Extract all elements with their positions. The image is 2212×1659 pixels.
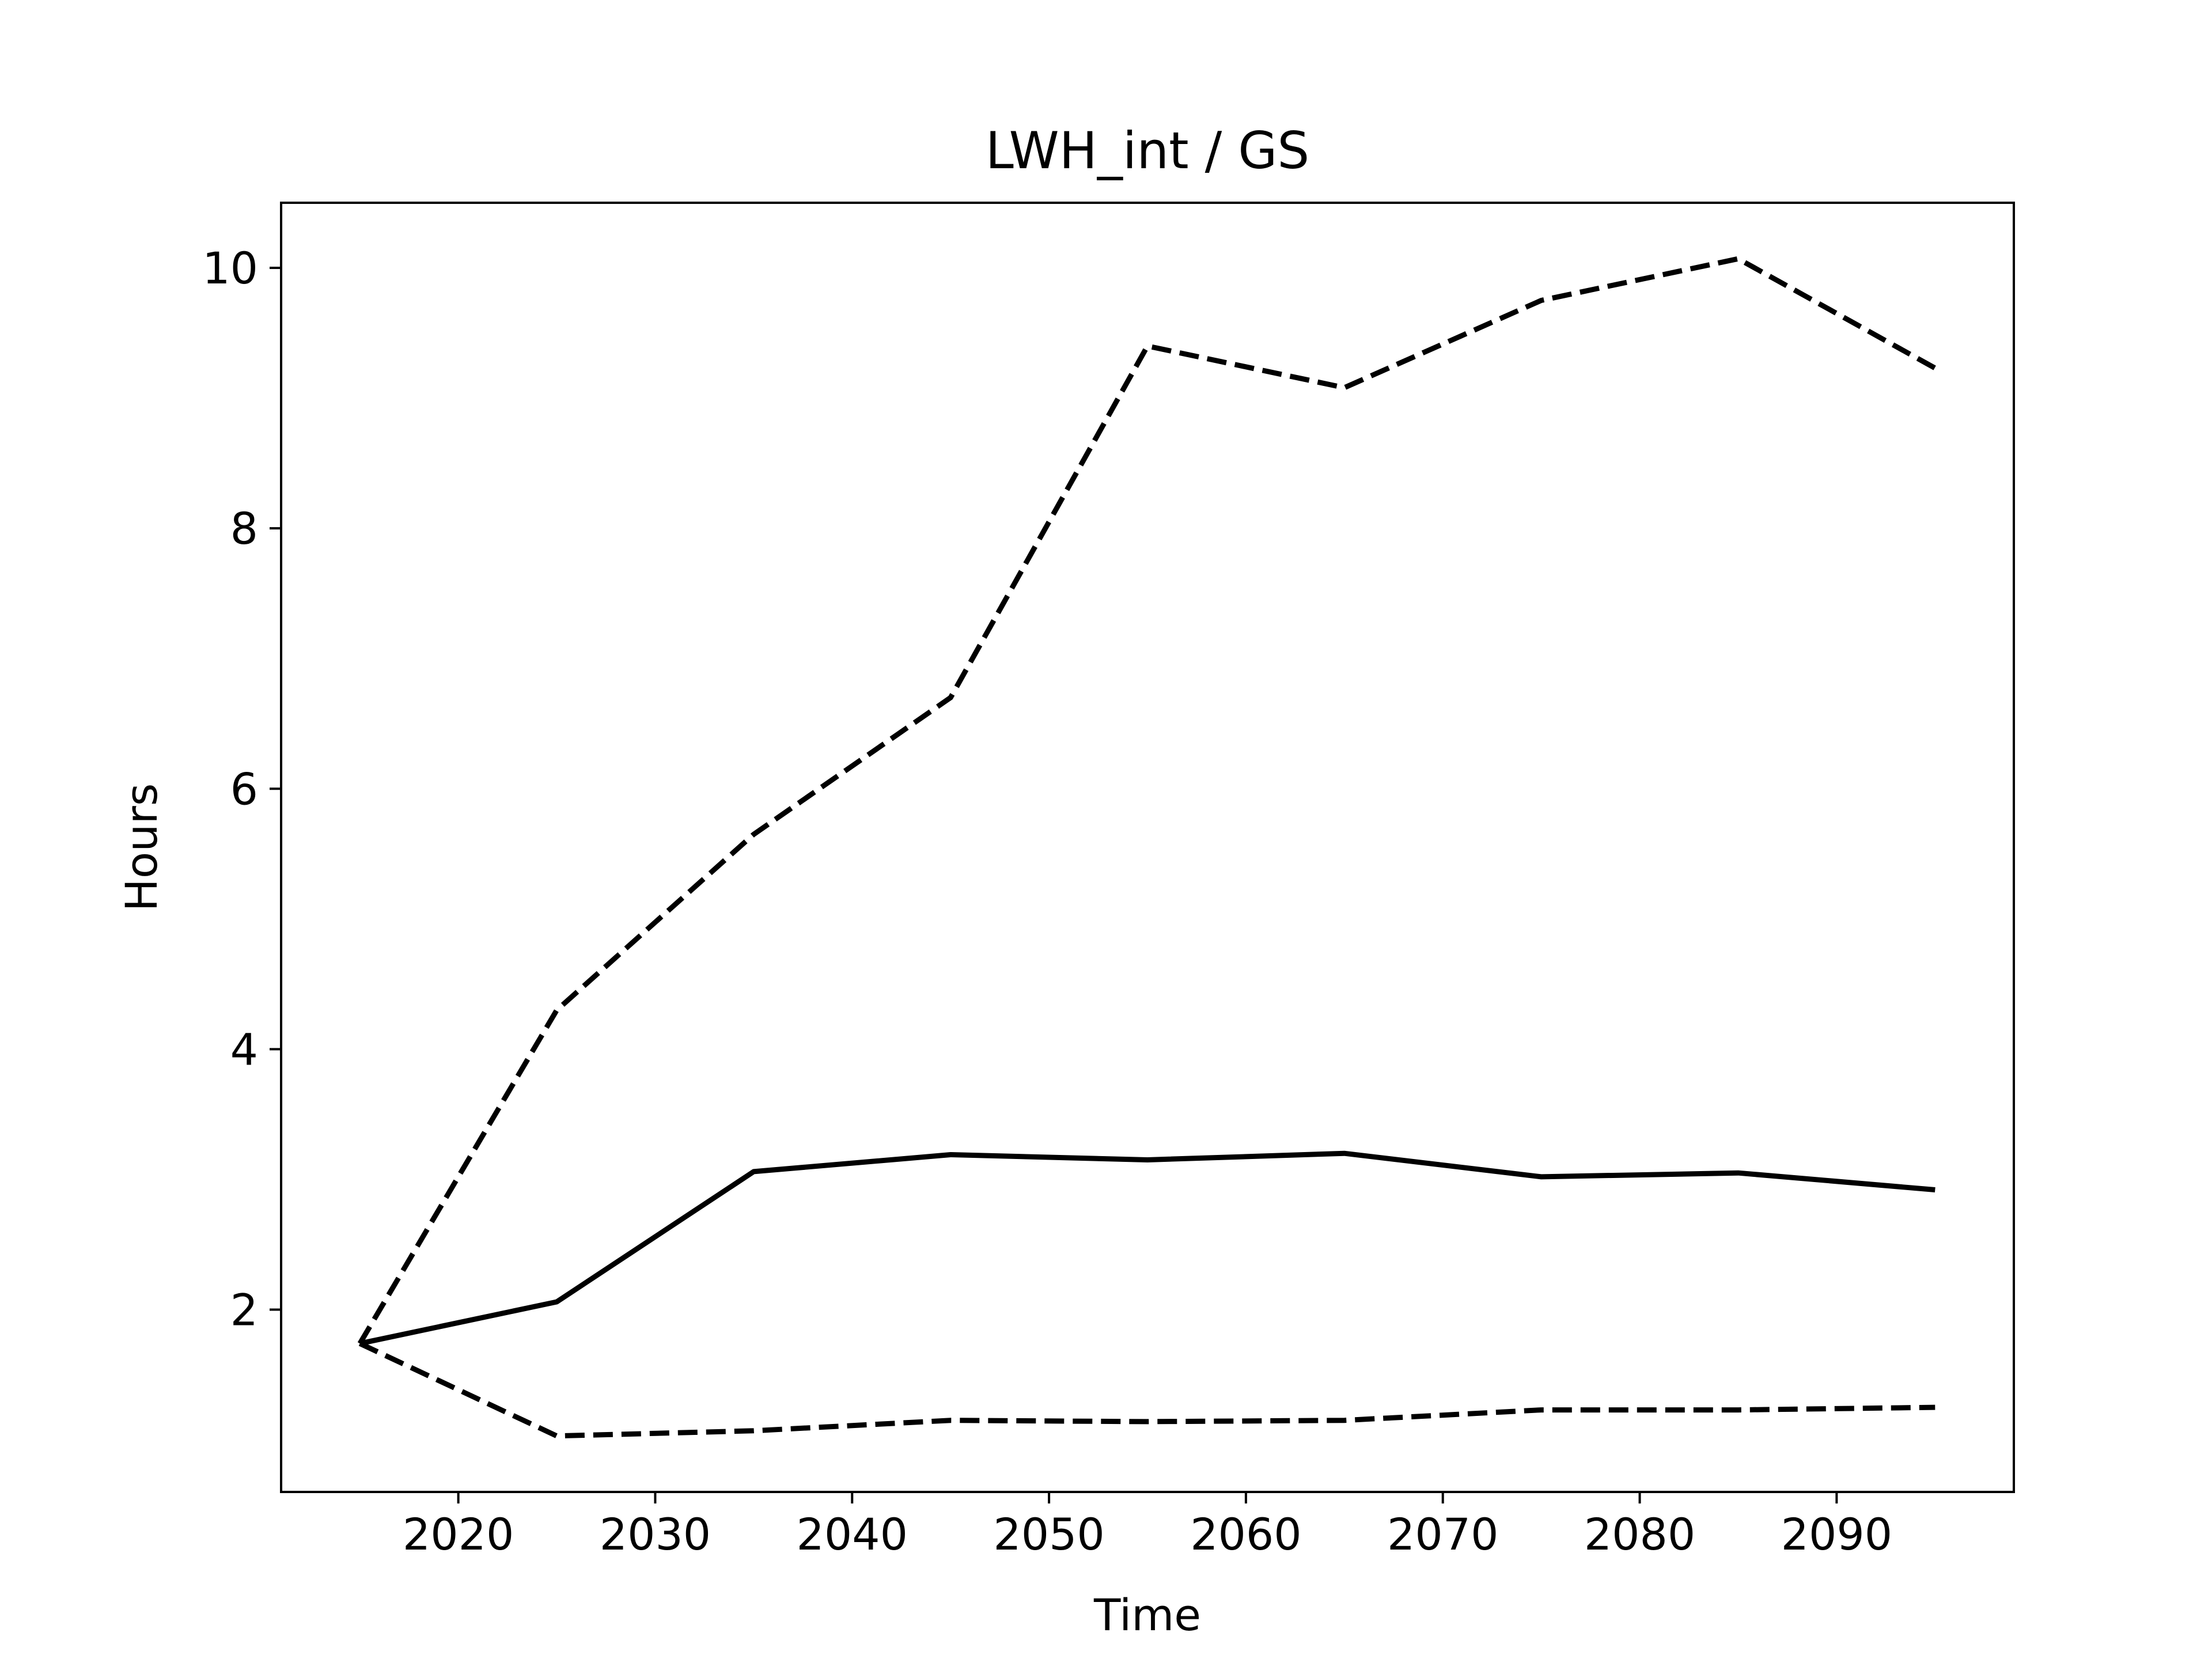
x-tick-label: 2060 bbox=[1190, 1509, 1301, 1560]
x-tick-label: 2020 bbox=[403, 1509, 514, 1560]
x-tick-label: 2090 bbox=[1781, 1509, 1892, 1560]
y-tick-label: 6 bbox=[230, 763, 258, 815]
series-layer bbox=[357, 256, 1937, 1439]
x-tick-label: 2070 bbox=[1387, 1509, 1498, 1560]
x-tick-label: 2030 bbox=[600, 1509, 711, 1560]
x-tick-label: 2040 bbox=[797, 1509, 908, 1560]
x-tick-label: 2080 bbox=[1584, 1509, 1695, 1560]
y-tick-label: 2 bbox=[230, 1285, 258, 1336]
series-line-1 bbox=[359, 1150, 1936, 1346]
plot-frame bbox=[280, 202, 2015, 1493]
chart-title: LWH_int / GS bbox=[986, 121, 1310, 180]
y-tick-label: 4 bbox=[230, 1024, 258, 1075]
y-tick-label: 10 bbox=[202, 243, 258, 294]
x-axis-label: Time bbox=[1093, 1589, 1201, 1641]
series-line-3 bbox=[358, 1341, 1936, 1439]
y-axis: 2 4 6 8 10 bbox=[202, 243, 281, 1336]
series-line-2 bbox=[357, 256, 1937, 1345]
y-axis-label: Hours bbox=[116, 783, 167, 912]
x-tick-label: 2050 bbox=[993, 1509, 1104, 1560]
x-axis: 2020 2030 2040 2050 2060 2070 2080 2090 bbox=[403, 1492, 1892, 1560]
y-tick-label: 8 bbox=[230, 503, 258, 554]
